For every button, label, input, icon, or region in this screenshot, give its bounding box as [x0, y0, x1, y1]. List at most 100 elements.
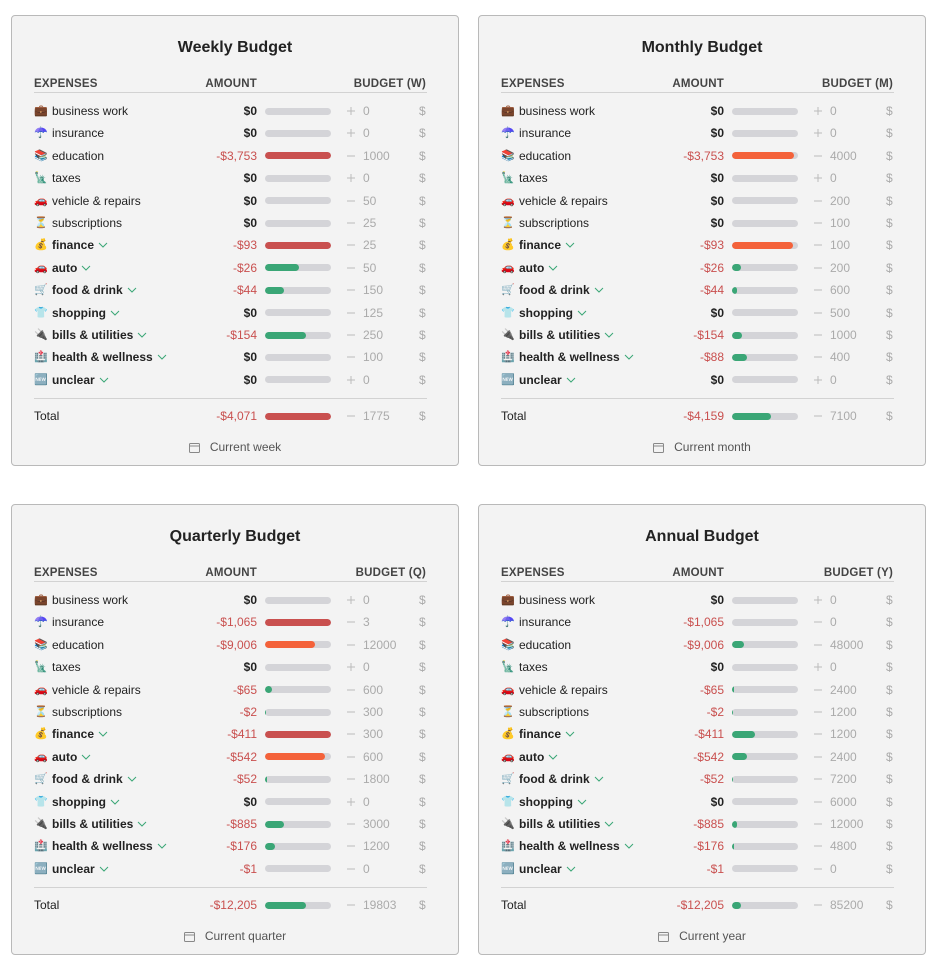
budget-value[interactable]: 2400	[830, 682, 857, 697]
budget-value[interactable]: 0	[830, 171, 837, 186]
budget-value[interactable]: 50	[363, 260, 377, 275]
category-name[interactable]: bills & utilities	[52, 817, 134, 831]
budget-value[interactable]: 85200	[830, 898, 864, 912]
category-name[interactable]: food & drink	[519, 772, 590, 787]
budget-value[interactable]: 0	[830, 660, 837, 675]
minus-button[interactable]	[814, 241, 822, 249]
budget-value[interactable]: 150	[363, 283, 384, 298]
budget-value[interactable]: 1800	[363, 772, 390, 787]
category-name[interactable]: bills & utilities	[52, 328, 134, 342]
budget-value[interactable]: 0	[363, 660, 370, 675]
category-name[interactable]: shopping	[52, 794, 106, 809]
category-name[interactable]: food & drink	[52, 772, 123, 787]
budget-value[interactable]: 48000	[830, 637, 864, 652]
category-name[interactable]: health & wellness	[52, 839, 153, 854]
plus-button[interactable]	[347, 797, 355, 806]
minus-button[interactable]	[347, 730, 355, 738]
minus-button[interactable]	[814, 901, 822, 909]
budget-value[interactable]: 0	[830, 104, 837, 118]
budget-value[interactable]: 2400	[830, 749, 857, 764]
budget-value[interactable]: 125	[363, 305, 384, 320]
minus-button[interactable]	[814, 618, 822, 626]
budget-value[interactable]: 600	[363, 749, 384, 764]
minus-button[interactable]	[814, 820, 822, 828]
minus-button[interactable]	[347, 618, 355, 626]
budget-value[interactable]: 25	[363, 238, 377, 253]
plus-button[interactable]	[347, 375, 355, 384]
minus-button[interactable]	[814, 708, 822, 716]
category-name[interactable]: shopping	[519, 794, 573, 809]
category-name[interactable]: finance	[52, 238, 95, 253]
budget-value[interactable]: 1775	[363, 409, 390, 423]
budget-value[interactable]: 0	[363, 794, 370, 809]
budget-value[interactable]: 6000	[830, 794, 857, 809]
category-name[interactable]: auto	[519, 749, 545, 764]
category-name[interactable]: shopping	[52, 305, 106, 320]
budget-value[interactable]: 600	[363, 682, 384, 697]
budget-value[interactable]: 100	[830, 216, 851, 230]
minus-button[interactable]	[347, 708, 355, 716]
budget-value[interactable]: 200	[830, 193, 851, 208]
minus-button[interactable]	[347, 820, 355, 828]
category-name[interactable]: shopping	[519, 305, 573, 320]
budget-value[interactable]: 0	[363, 593, 370, 607]
minus-button[interactable]	[347, 309, 355, 317]
budget-value[interactable]: 200	[830, 260, 851, 275]
minus-button[interactable]	[347, 197, 355, 205]
budget-value[interactable]: 0	[363, 861, 370, 876]
budget-value[interactable]: 500	[830, 305, 851, 320]
budget-value[interactable]: 300	[363, 727, 384, 742]
category-name[interactable]: finance	[52, 727, 95, 742]
minus-button[interactable]	[347, 331, 355, 339]
category-name[interactable]: health & wellness	[519, 350, 620, 365]
minus-button[interactable]	[814, 798, 822, 806]
category-name[interactable]: auto	[52, 749, 78, 764]
budget-value[interactable]: 0	[363, 126, 370, 141]
minus-button[interactable]	[814, 331, 822, 339]
category-name[interactable]: finance	[519, 238, 562, 253]
budget-value[interactable]: 0	[363, 171, 370, 186]
minus-button[interactable]	[347, 286, 355, 294]
plus-button[interactable]	[814, 375, 822, 384]
plus-button[interactable]	[347, 129, 355, 138]
budget-value[interactable]: 100	[830, 238, 851, 253]
minus-button[interactable]	[347, 241, 355, 249]
minus-button[interactable]	[814, 286, 822, 294]
minus-button[interactable]	[347, 412, 355, 420]
category-name[interactable]: unclear	[52, 861, 95, 876]
plus-button[interactable]	[814, 129, 822, 138]
budget-value[interactable]: 1000	[363, 148, 390, 163]
category-name[interactable]: bills & utilities	[519, 328, 601, 342]
budget-value[interactable]: 1200	[830, 705, 857, 719]
budget-value[interactable]: 3	[363, 615, 370, 630]
budget-value[interactable]: 7200	[830, 772, 857, 787]
category-name[interactable]: health & wellness	[52, 350, 153, 365]
category-name[interactable]: auto	[52, 260, 78, 275]
budget-value[interactable]: 1200	[363, 839, 390, 854]
budget-value[interactable]: 0	[830, 615, 837, 630]
minus-button[interactable]	[814, 842, 822, 850]
minus-button[interactable]	[814, 686, 822, 694]
category-name[interactable]: auto	[519, 260, 545, 275]
plus-button[interactable]	[347, 663, 355, 672]
budget-value[interactable]: 100	[363, 350, 384, 365]
budget-value[interactable]: 7100	[830, 409, 857, 423]
category-name[interactable]: food & drink	[519, 283, 590, 298]
category-name[interactable]: unclear	[519, 861, 562, 876]
minus-button[interactable]	[814, 730, 822, 738]
plus-button[interactable]	[814, 174, 822, 183]
plus-button[interactable]	[347, 174, 355, 183]
category-name[interactable]: health & wellness	[519, 839, 620, 854]
budget-value[interactable]: 1200	[830, 727, 857, 742]
minus-button[interactable]	[814, 309, 822, 317]
budget-value[interactable]: 50	[363, 193, 377, 208]
minus-button[interactable]	[814, 264, 822, 272]
minus-button[interactable]	[347, 753, 355, 761]
budget-value[interactable]: 1000	[830, 328, 857, 342]
budget-value[interactable]: 4000	[830, 148, 857, 163]
category-name[interactable]: finance	[519, 727, 562, 742]
budget-value[interactable]: 300	[363, 705, 384, 719]
minus-button[interactable]	[347, 865, 355, 873]
budget-value[interactable]: 400	[830, 350, 851, 365]
minus-button[interactable]	[814, 641, 822, 649]
